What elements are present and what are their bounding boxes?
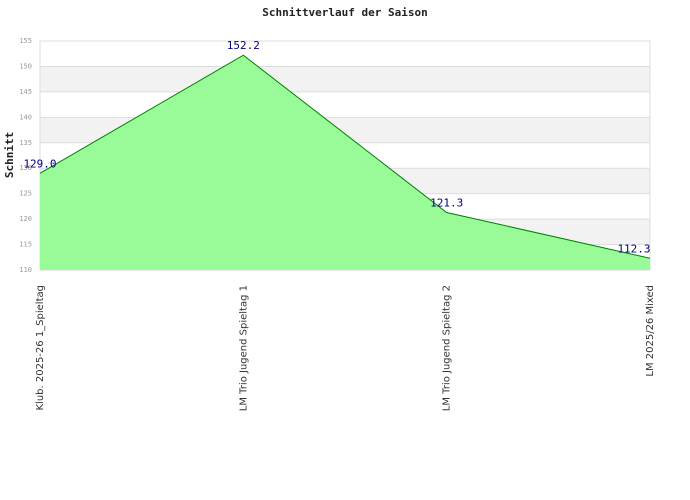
chart-title: Schnittverlauf der Saison: [262, 6, 428, 19]
value-label: 152.2: [227, 39, 260, 52]
y-axis-label: Schnitt: [3, 132, 16, 178]
x-tick-label: Klub. 2025-26 1_Spieltag: [35, 285, 46, 411]
y-tick-label: 125: [19, 190, 32, 198]
y-tick-label: 120: [19, 215, 32, 223]
y-tick-label: 150: [19, 62, 32, 70]
x-tick-label: LM 2025/26 Mixed: [645, 285, 656, 377]
grid-band: [40, 66, 650, 92]
x-tick-label: LM Trio Jugend Spieltag 2: [442, 285, 453, 411]
y-tick-label: 130: [19, 164, 32, 172]
line: [39, 54, 651, 259]
y-tick-label: 140: [19, 113, 32, 121]
area: [40, 55, 650, 271]
value-label: 121.3: [430, 196, 463, 209]
y-tick-label: 135: [19, 139, 32, 147]
y-tick-label: 145: [19, 88, 32, 96]
y-tick-label: 110: [19, 266, 32, 274]
value-label: 112.3: [617, 242, 650, 255]
y-tick-label: 155: [19, 37, 32, 45]
x-tick-label: LM Trio Jugend Spieltag 1: [238, 285, 249, 411]
value-label: 129.0: [23, 157, 56, 170]
y-tick-label: 115: [19, 241, 32, 249]
